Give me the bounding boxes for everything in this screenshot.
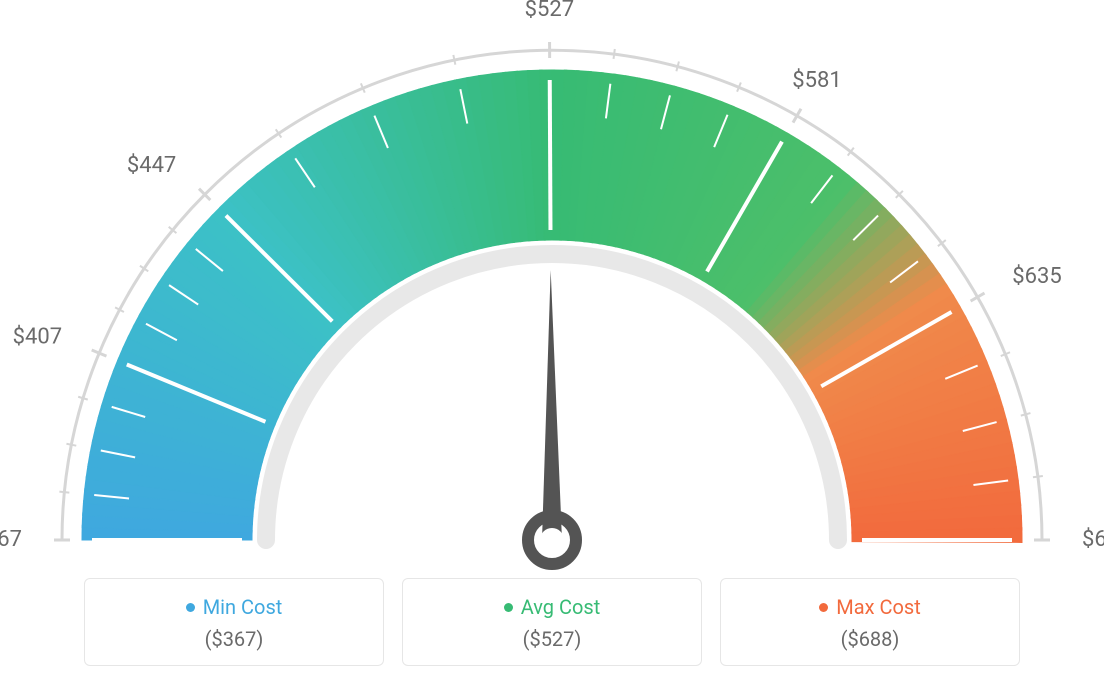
legend-card-min: Min Cost ($367) bbox=[84, 578, 384, 666]
legend-title-min: Min Cost bbox=[186, 595, 283, 619]
gauge-chart: $367 $407 $447 $527 $581 $635 $688 bbox=[0, 0, 1104, 579]
gauge-tick-label: $367 bbox=[0, 527, 22, 552]
gauge-svg: $367 $407 $447 $527 $581 $635 $688 bbox=[0, 0, 1104, 575]
dot-min-icon bbox=[186, 603, 195, 612]
gauge-tick-label: $407 bbox=[13, 325, 62, 350]
legend-label-min: Min Cost bbox=[203, 595, 283, 619]
gauge-tick-label: $581 bbox=[792, 68, 841, 93]
gauge-tick-label: $527 bbox=[525, 0, 574, 22]
legend-title-avg: Avg Cost bbox=[504, 595, 601, 619]
legend-card-max: Max Cost ($688) bbox=[720, 578, 1020, 666]
legend-value-min: ($367) bbox=[85, 627, 383, 651]
legend-title-max: Max Cost bbox=[819, 595, 921, 619]
dot-avg-icon bbox=[504, 603, 513, 612]
legend-label-max: Max Cost bbox=[836, 595, 921, 619]
legend-value-max: ($688) bbox=[721, 627, 1019, 651]
legend-row: Min Cost ($367) Avg Cost ($527) Max Cost… bbox=[0, 578, 1104, 666]
legend-card-avg: Avg Cost ($527) bbox=[402, 578, 702, 666]
gauge-tick-label: $635 bbox=[1012, 264, 1061, 289]
legend-value-avg: ($527) bbox=[403, 627, 701, 651]
gauge-tick-label: $447 bbox=[127, 153, 176, 178]
legend-label-avg: Avg Cost bbox=[521, 595, 601, 619]
gauge-tick-label: $688 bbox=[1082, 527, 1104, 552]
dot-max-icon bbox=[819, 603, 828, 612]
